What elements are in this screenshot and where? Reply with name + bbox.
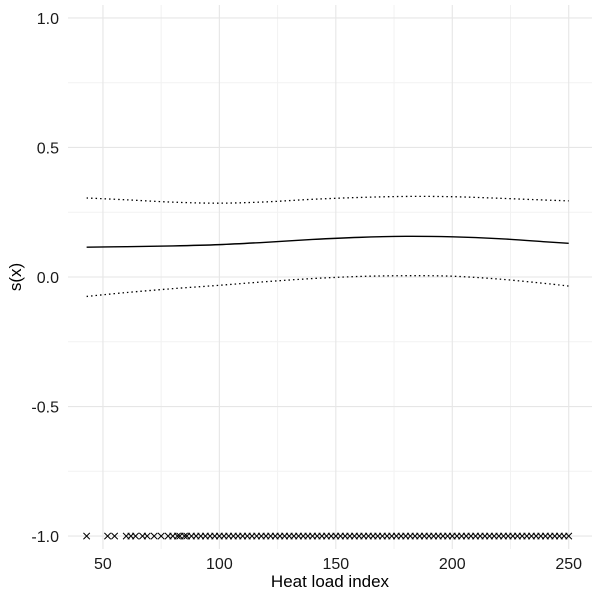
series-lower-band [86,275,569,298]
major-gridlines [68,5,592,549]
rug-marks [83,532,573,540]
rug-point-marker [180,532,188,540]
rug-point-marker [173,532,182,540]
rug-point-marker [150,532,158,540]
rug-point-marker [131,532,140,540]
y-tick-label: 1.0 [37,11,59,28]
series-upper-band [86,195,569,204]
y-axis-ticks: 1.0 0.5 0.0 -0.5 -1.0 [31,11,59,546]
y-tick-label: 0.0 [37,270,59,287]
x-tick-label: 250 [555,556,582,573]
x-axis-title: Heat load index [271,572,390,591]
rug-point-marker [111,532,119,540]
rug-point-marker [104,532,112,540]
x-tick-label: 200 [439,556,466,573]
y-tick-label: -0.5 [31,400,59,417]
rug-point-marker [157,532,165,540]
x-tick-label: 100 [206,556,233,573]
x-axis-ticks: 50 100 150 200 250 [94,556,582,573]
x-tick-label: 150 [322,556,349,573]
y-tick-label: -1.0 [31,529,59,546]
x-tick-label: 50 [94,556,112,573]
rug-point-marker [83,532,91,540]
rug-point-marker [143,532,151,540]
series-layer [86,195,569,298]
series-estimate [86,235,569,248]
rug-point-marker [565,532,573,540]
y-axis-title: s(x) [6,263,25,291]
y-tick-label: 0.5 [37,140,59,157]
